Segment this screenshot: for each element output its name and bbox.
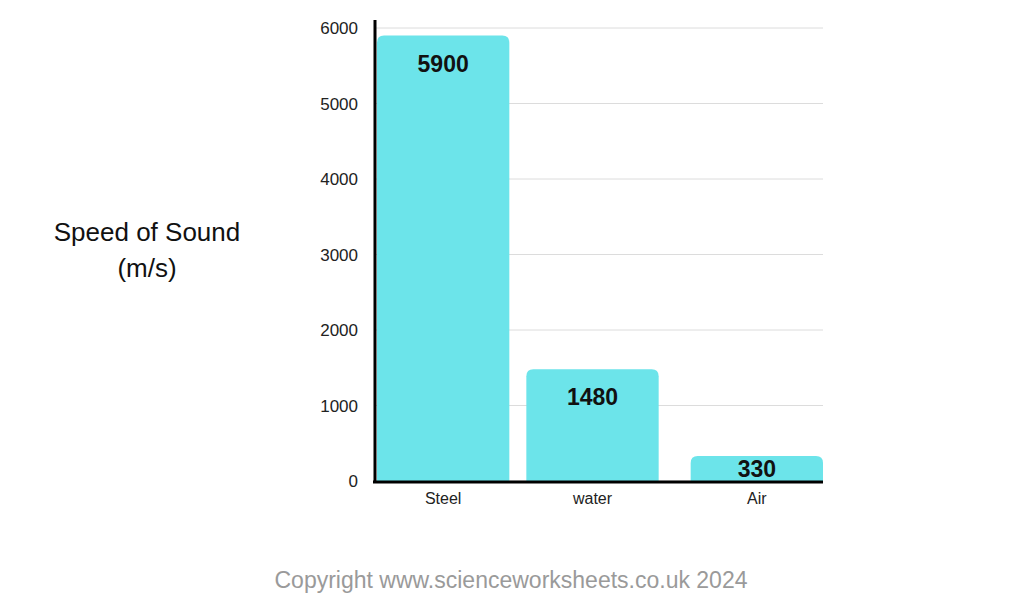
chart: 0 1000 2000 3000 4000 5000 6000 5900 Steel 1480 wa… [0,0,1024,594]
y-axis-label-line: Speed of Sound [54,217,241,247]
bar [691,456,823,481]
y-axis-label-line: (m/s) [117,253,176,283]
data-label: 5900 [418,51,469,77]
category-label: water [572,490,613,507]
tick-label: 1000 [320,397,358,416]
tick-label: 2000 [320,321,358,340]
tick-label: 4000 [320,170,358,189]
bars [377,36,823,481]
grid-line [375,28,823,29]
tick-label: 6000 [320,19,358,38]
copyright: Copyright www.scienceworksheets.co.uk 20… [274,567,747,593]
x-axis [373,481,823,484]
bar [526,369,658,481]
tick-label: 0 [349,472,358,491]
category-label: Steel [425,490,461,507]
category-label: Air [747,490,767,507]
data-label: 1480 [567,384,618,410]
tick-label: 5000 [320,95,358,114]
bar [377,36,509,481]
y-axis [374,20,377,483]
tick-label: 3000 [320,246,358,265]
y-axis-label: Speed of Sound (m/s) [54,217,241,283]
data-label: 330 [738,456,776,482]
